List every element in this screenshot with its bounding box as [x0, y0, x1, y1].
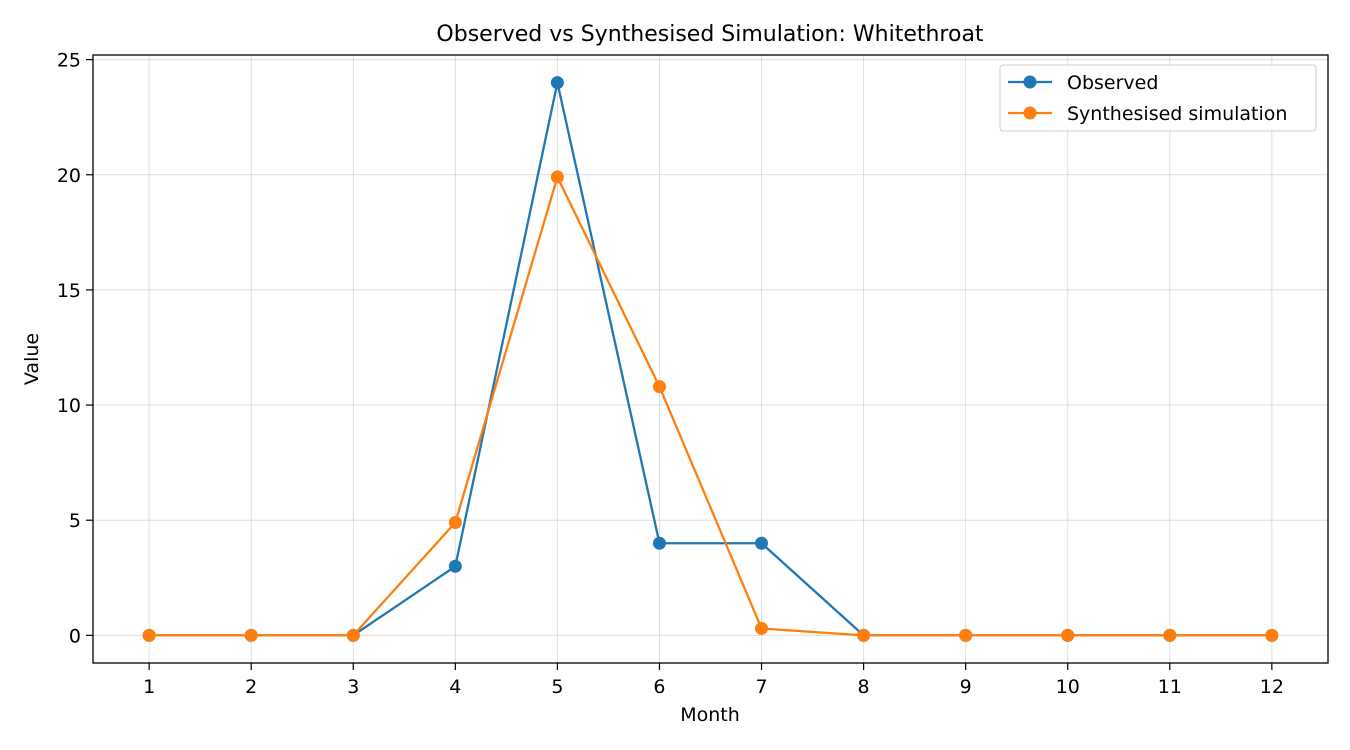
- data-point-synthesised-simulation: [755, 621, 769, 635]
- x-tick-label: 2: [245, 676, 257, 698]
- x-axis-label: Month: [680, 704, 740, 726]
- y-tick-label: 0: [69, 625, 81, 647]
- x-tick-label: 1: [143, 676, 155, 698]
- series-line-synthesised-simulation: [149, 175, 1272, 637]
- y-axis-label: Value: [21, 333, 43, 385]
- legend-marker-synthesised: [1023, 106, 1037, 120]
- data-point-synthesised-simulation: [1265, 628, 1279, 642]
- data-point-observed: [652, 536, 666, 550]
- data-point-synthesised-simulation: [550, 170, 564, 184]
- x-tick-label: 11: [1158, 676, 1182, 698]
- data-point-synthesised-simulation: [959, 628, 973, 642]
- plot-frame: [92, 54, 1329, 664]
- data-point-synthesised-simulation: [1163, 628, 1177, 642]
- x-tick-label: 5: [551, 676, 563, 698]
- legend: Observed Synthesised simulation: [999, 64, 1317, 132]
- x-tick-label: 12: [1260, 676, 1284, 698]
- y-tick-label: 25: [57, 50, 81, 72]
- y-tick-label: 5: [69, 510, 81, 532]
- data-point-observed: [755, 536, 769, 550]
- x-tick-label: 9: [960, 676, 972, 698]
- y-tick-label: 10: [57, 395, 81, 417]
- y-tick-label: 20: [57, 165, 81, 187]
- data-point-observed: [550, 76, 564, 90]
- legend-box: [999, 64, 1317, 132]
- x-tick-label: 10: [1056, 676, 1080, 698]
- plot-series: [142, 76, 1279, 642]
- data-point-observed: [448, 559, 462, 573]
- x-tick-label: 8: [858, 676, 870, 698]
- chart-title: Observed vs Synthesised Simulation: Whit…: [436, 22, 984, 47]
- legend-label-synthesised: Synthesised simulation: [1067, 103, 1287, 125]
- y-tick-label: 15: [57, 280, 81, 302]
- data-point-synthesised-simulation: [244, 628, 258, 642]
- data-point-synthesised-simulation: [857, 628, 871, 642]
- data-point-synthesised-simulation: [448, 516, 462, 530]
- data-point-synthesised-simulation: [652, 380, 666, 394]
- data-point-synthesised-simulation: [346, 628, 360, 642]
- grid: [93, 55, 1328, 663]
- data-point-synthesised-simulation: [142, 628, 156, 642]
- x-axis: 1 2 3 4 5 6 7 8 9 10 11 12: [143, 663, 1284, 698]
- y-axis: 0 5 10 15 20 25: [57, 50, 93, 647]
- x-tick-label: 3: [347, 676, 359, 698]
- x-tick-label: 7: [755, 676, 767, 698]
- x-tick-label: 4: [449, 676, 461, 698]
- legend-marker-observed: [1023, 75, 1037, 89]
- x-tick-label: 6: [653, 676, 665, 698]
- data-point-synthesised-simulation: [1061, 628, 1075, 642]
- legend-label-observed: Observed: [1067, 72, 1158, 94]
